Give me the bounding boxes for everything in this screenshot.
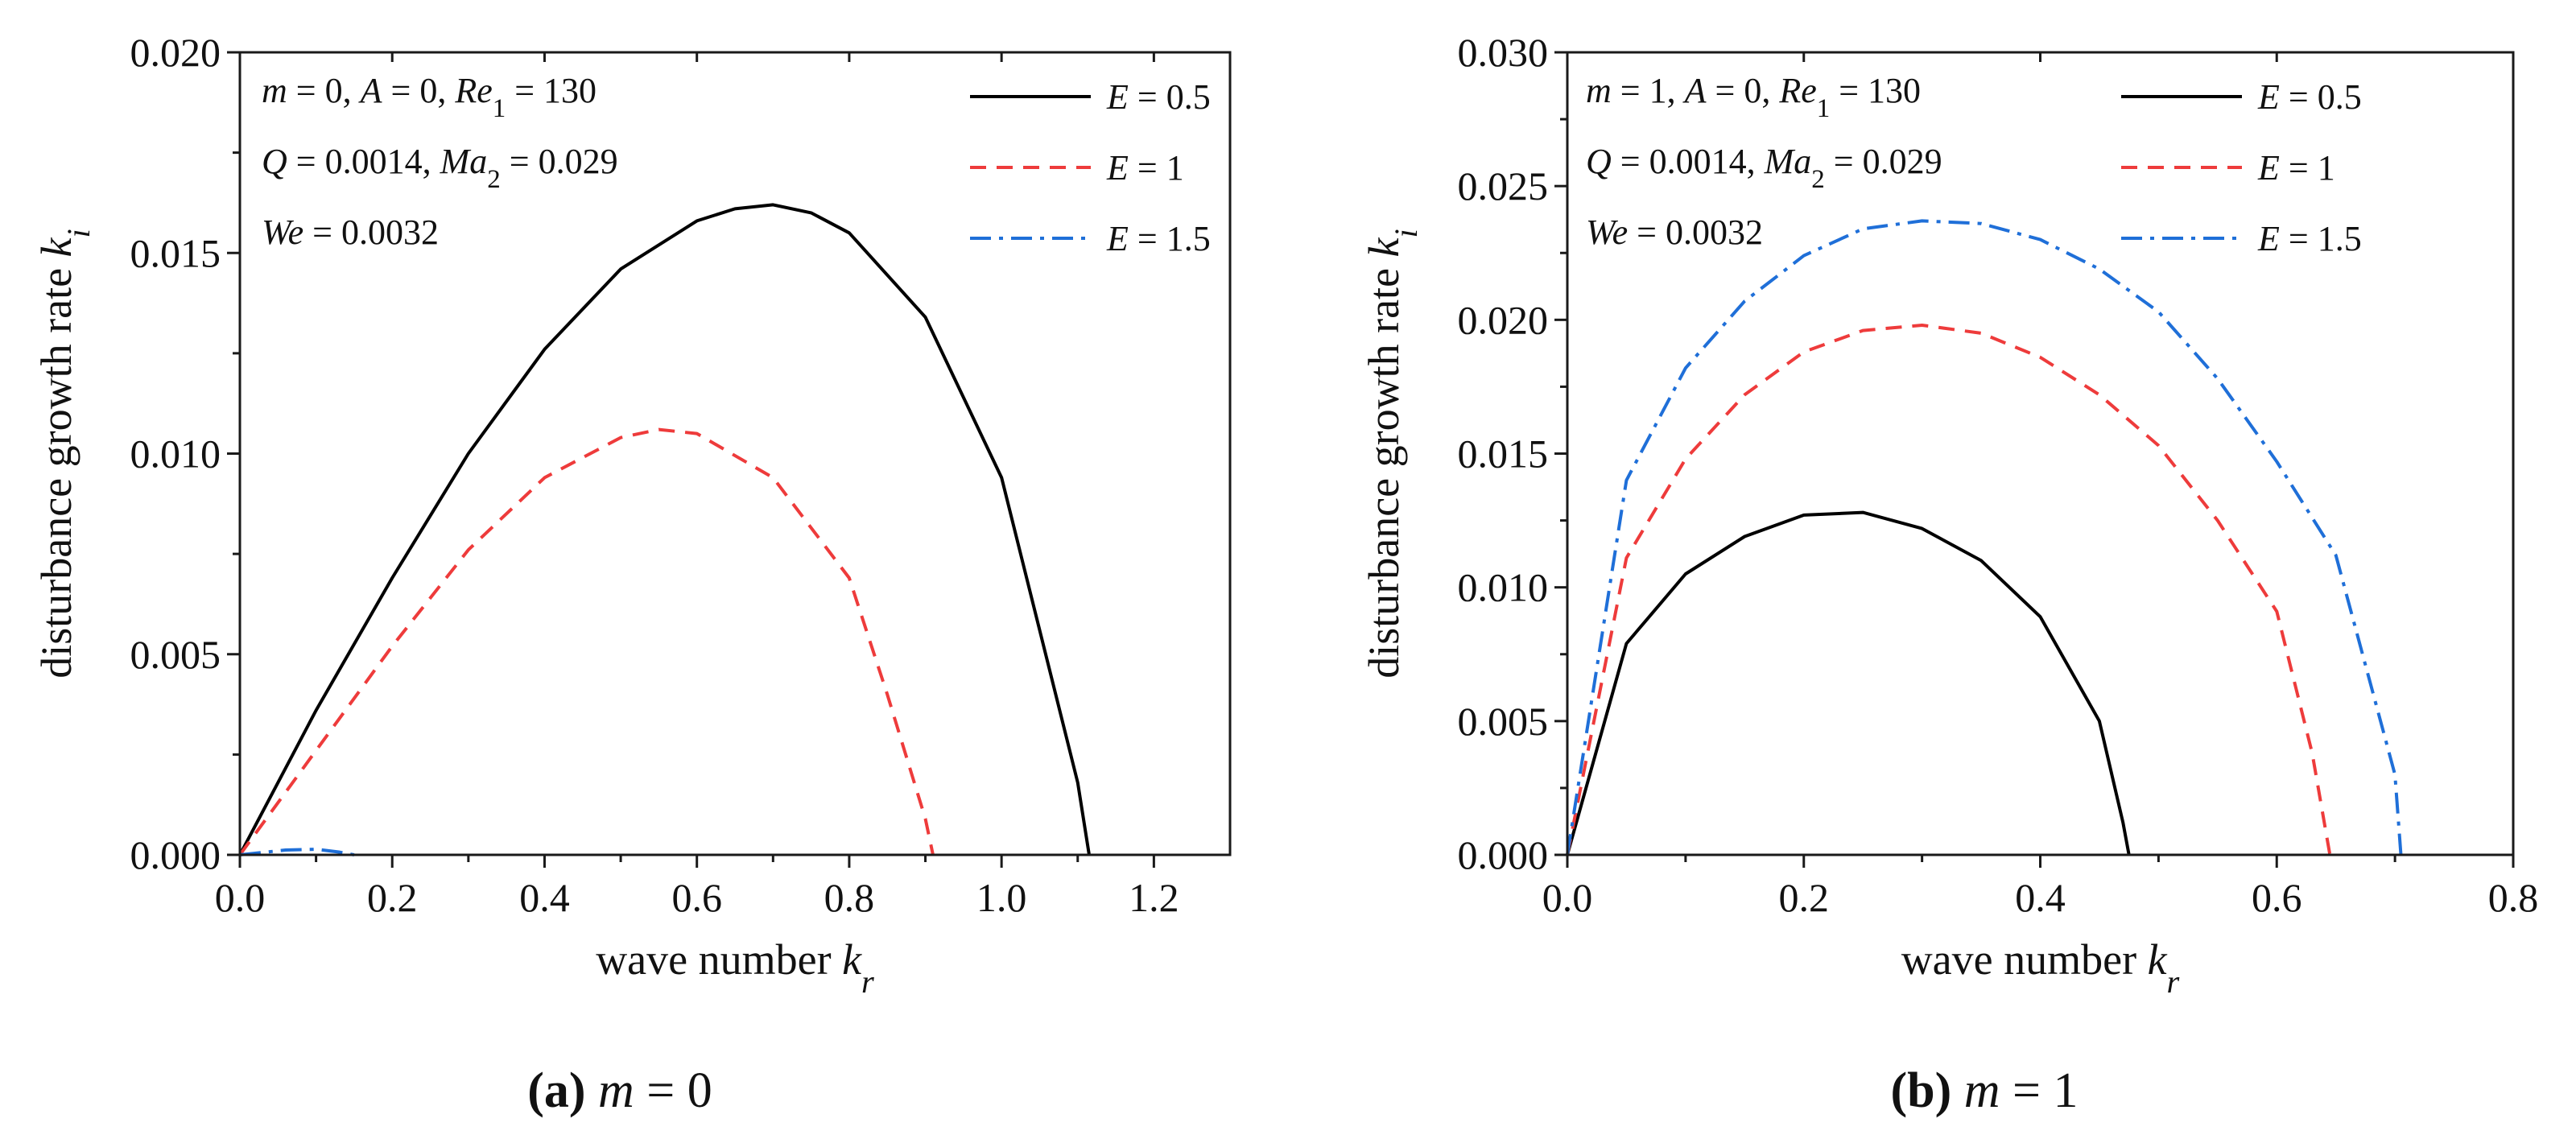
series-line-a-0: [238, 203, 1091, 856]
x-tick-label-b: 0.0: [1542, 875, 1593, 920]
y-tick-label-a: 0.010: [130, 431, 221, 477]
legend-label-b-1: E = 1: [2257, 148, 2335, 188]
parameter-annotation-b: Q = 0.0014, Ma2 = 0.029: [1586, 142, 1942, 194]
parameter-annotation-a: m = 0, A = 0, Re1 = 130: [262, 71, 597, 123]
y-tick-label-b: 0.025: [1458, 163, 1549, 208]
chart-panel-b: 0.0 0.2 0.4 0.6 0.8 0.000 0.005 0.010 0.015 0.020…: [1360, 30, 2538, 1118]
x-axis-title-a: wave number kr: [596, 935, 874, 1000]
chart-panel-a: 0.0 0.2 0.4 0.6 0.8 1.0 1.2 0.000 0.005 0.010 0.01…: [32, 30, 1232, 1118]
x-tick-label-a: 0.2: [367, 875, 418, 920]
series-line-a-2: [239, 848, 355, 856]
y-tick-label-b: 0.005: [1458, 699, 1549, 744]
y-tick-label-a: 0.005: [130, 632, 221, 677]
parameter-annotation-b: We = 0.0032: [1586, 213, 1763, 252]
x-tick-label-a: 0.0: [215, 875, 266, 920]
y-tick-label-b: 0.020: [1458, 297, 1549, 342]
parameter-annotation-a: Q = 0.0014, Ma2 = 0.029: [262, 142, 618, 194]
x-tick-label-b: 0.4: [2015, 875, 2066, 920]
legend-label-b-2: E = 1.5: [2257, 219, 2362, 258]
legend-label-a-2: E = 1.5: [1106, 219, 1211, 258]
series-line-a-1: [238, 427, 935, 856]
y-axis-title-b: disturbance growth rate ki: [1360, 229, 1424, 679]
parameter-annotation-a: We = 0.0032: [262, 213, 439, 252]
x-tick-label-b: 0.6: [2252, 875, 2302, 920]
x-tick-label-a: 1.2: [1129, 875, 1179, 920]
x-axis-title-b: wave number kr: [1901, 935, 2180, 1000]
y-tick-label-b: 0.010: [1458, 565, 1549, 610]
legend-label-a-0: E = 0.5: [1106, 77, 1211, 117]
y-axis-title-a: disturbance growth rate ki: [32, 229, 97, 679]
x-tick-label-b: 0.8: [2488, 875, 2539, 920]
y-tick-label-b: 0.000: [1458, 832, 1549, 877]
y-tick-label-a: 0.020: [130, 30, 221, 75]
y-tick-label-b: 0.015: [1458, 431, 1549, 477]
series-line-b-0: [1566, 510, 2131, 856]
y-tick-label-b: 0.030: [1458, 30, 1549, 75]
x-tick-label-a: 0.8: [824, 875, 875, 920]
x-tick-label-a: 0.4: [519, 875, 570, 920]
legend-label-a-1: E = 1: [1106, 148, 1184, 188]
parameter-annotation-b: m = 1, A = 0, Re1 = 130: [1586, 71, 1921, 123]
series-line-b-1: [1566, 324, 2332, 856]
x-tick-label-b: 0.2: [1779, 875, 1830, 920]
panel-caption-b: (b) m = 1: [1890, 1063, 2078, 1118]
y-tick-label-a: 0.015: [130, 230, 221, 275]
legend-label-b-0: E = 0.5: [2257, 77, 2362, 117]
panel-caption-a: (a) m = 0: [527, 1063, 712, 1118]
y-tick-label-a: 0.000: [130, 832, 221, 877]
x-tick-label-a: 1.0: [976, 875, 1027, 920]
x-tick-label-a: 0.6: [671, 875, 722, 920]
series-line-b-2: [1566, 219, 2403, 856]
